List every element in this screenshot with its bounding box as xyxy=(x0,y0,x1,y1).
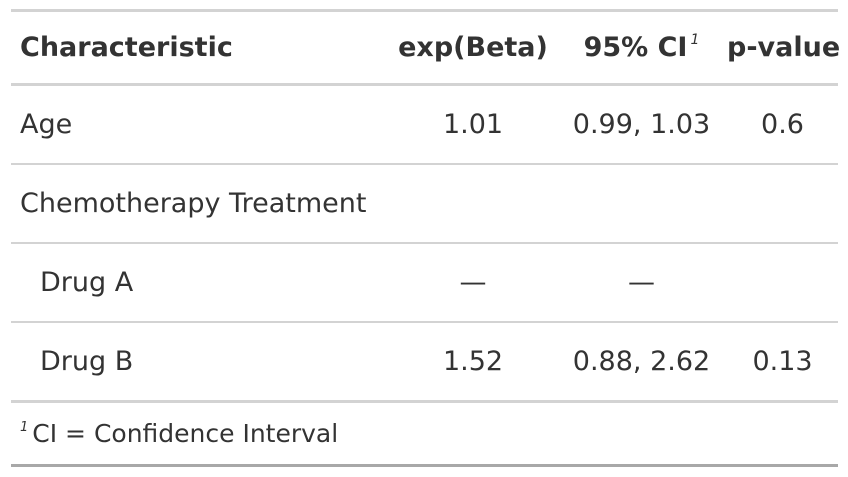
row-label: Drug A xyxy=(11,243,390,323)
header-ci-label: 95% CI xyxy=(583,32,688,63)
footnote-row: 1 CI = Confidence Interval xyxy=(11,402,838,466)
regression-table-container: Characteristic exp(Beta) 95% CI 1 p-value… xyxy=(11,9,841,467)
header-estimate: exp(Beta) xyxy=(390,10,556,86)
row-label: Age xyxy=(11,84,390,165)
row-ci: — xyxy=(556,243,727,323)
table-body: Age 1.01 0.99, 1.03 0.6 Chemotherapy Tre… xyxy=(11,84,838,403)
row-ci: 0.88, 2.62 xyxy=(556,322,727,403)
table-row-chemotherapy: Chemotherapy Treatment xyxy=(11,164,838,244)
regression-table: Characteristic exp(Beta) 95% CI 1 p-value… xyxy=(11,9,841,467)
table-row-drug-a: Drug A — — xyxy=(11,243,838,323)
header-characteristic: Characteristic xyxy=(11,10,390,86)
row-ci: 0.99, 1.03 xyxy=(556,84,727,165)
row-pvalue: 0.13 xyxy=(727,322,838,403)
header-characteristic-label: Characteristic xyxy=(20,32,233,63)
table-footer: 1 CI = Confidence Interval xyxy=(11,402,838,466)
row-pvalue: 0.6 xyxy=(727,84,838,165)
row-estimate xyxy=(390,164,556,244)
row-label: Drug B xyxy=(11,322,390,403)
header-row: Characteristic exp(Beta) 95% CI 1 p-value xyxy=(11,10,841,86)
footnote: 1 CI = Confidence Interval xyxy=(11,402,838,466)
footnote-mark: 1 xyxy=(20,420,29,435)
header-pvalue: p-value xyxy=(727,10,841,86)
header-ci-footnote-mark: 1 xyxy=(690,32,700,48)
row-label: Chemotherapy Treatment xyxy=(11,164,390,244)
header-pvalue-label: p-value xyxy=(727,32,841,63)
row-pvalue xyxy=(727,243,838,323)
table-row-drug-b: Drug B 1.52 0.88, 2.62 0.13 xyxy=(11,322,838,403)
row-estimate: 1.01 xyxy=(390,84,556,165)
row-estimate: — xyxy=(390,243,556,323)
footnote-text: CI = Confidence Interval xyxy=(32,419,339,448)
table-header: Characteristic exp(Beta) 95% CI 1 p-value xyxy=(11,10,841,86)
row-estimate: 1.52 xyxy=(390,322,556,403)
row-ci xyxy=(556,164,727,244)
header-estimate-label: exp(Beta) xyxy=(398,32,548,63)
table-row-age: Age 1.01 0.99, 1.03 0.6 xyxy=(11,84,838,165)
row-pvalue xyxy=(727,164,838,244)
header-ci: 95% CI 1 xyxy=(556,10,727,86)
